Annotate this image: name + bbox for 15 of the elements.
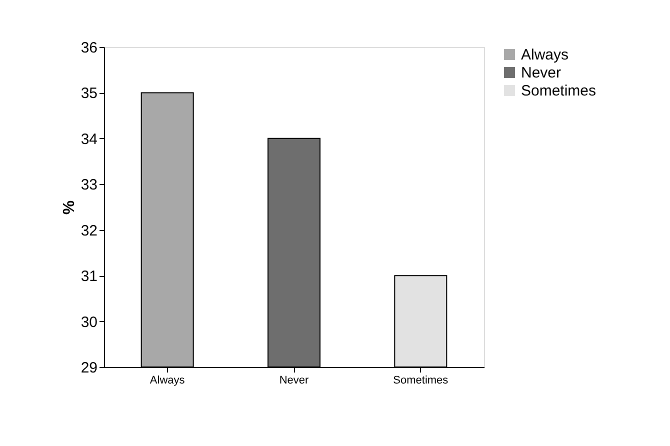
y-tick-label: 29 — [80, 360, 98, 376]
x-tick-label: Sometimes — [393, 374, 449, 386]
y-tick-label: 36 — [80, 40, 98, 56]
legend-label: Always — [521, 46, 569, 64]
y-axis-title: % — [60, 200, 78, 215]
y-tick-label: 34 — [80, 130, 98, 148]
legend-label: Never — [521, 64, 562, 82]
y-tick-label: 35 — [80, 85, 98, 102]
x-tick-label: Never — [279, 374, 310, 386]
y-tick-label: 32 — [80, 222, 98, 240]
y-tick-label: 31 — [80, 268, 98, 286]
x-tick-label: Always — [150, 374, 186, 386]
y-tick-label: 33 — [80, 176, 98, 194]
y-tick-label: 30 — [80, 314, 98, 331]
legend-label: Sometimes — [521, 82, 596, 100]
